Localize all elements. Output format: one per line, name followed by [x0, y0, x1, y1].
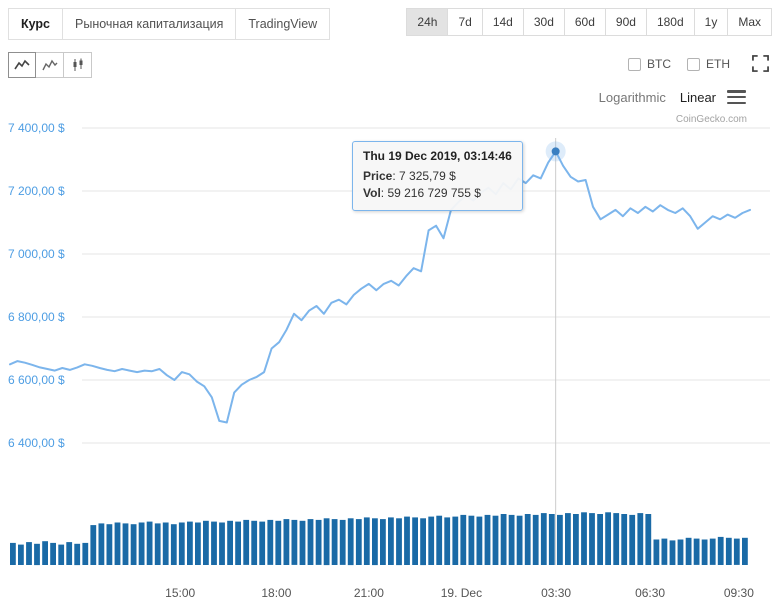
tab-market-cap[interactable]: Рыночная капитализация: [63, 8, 237, 40]
svg-text:03:30: 03:30: [541, 586, 571, 600]
x-axis-labels: 15:00 18:00 21:00 19. Dec 03:30 06:30 09:30: [165, 586, 754, 600]
scale-linear[interactable]: Linear: [679, 90, 716, 105]
chart-type-area-button[interactable]: [36, 52, 64, 78]
eth-checkbox[interactable]: [687, 57, 700, 71]
series-toggles: BTC ETH: [628, 57, 730, 71]
hamburger-icon: [727, 89, 746, 105]
tab-price[interactable]: Курс: [8, 8, 64, 40]
tooltip-vol-row: Vol: 59 216 729 755 $: [363, 186, 481, 200]
price-line[interactable]: [9, 150, 751, 424]
btc-label: BTC: [647, 57, 671, 71]
range-14d[interactable]: 14d: [482, 8, 524, 36]
svg-text:21:00: 21:00: [354, 586, 384, 600]
range-selector: 24h 7d 14d 30d 60d 90d 180d 1y Max: [406, 8, 772, 36]
hover-marker[interactable]: [551, 147, 560, 156]
tooltip-date: Thu 19 Dec 2019, 03:14:46: [363, 149, 512, 163]
svg-text:06:30: 06:30: [635, 586, 665, 600]
chart-type-selector: [8, 52, 92, 78]
volume-bars[interactable]: [10, 512, 748, 566]
fullscreen-icon: [752, 55, 769, 72]
svg-text:15:00: 15:00: [165, 586, 195, 600]
range-30d[interactable]: 30d: [523, 8, 565, 36]
svg-text:7 200,00 $: 7 200,00 $: [8, 184, 65, 198]
svg-text:6 600,00 $: 6 600,00 $: [8, 373, 65, 387]
svg-text:7 000,00 $: 7 000,00 $: [8, 247, 65, 261]
btc-checkbox[interactable]: [628, 57, 641, 71]
range-60d[interactable]: 60d: [564, 8, 606, 36]
range-7d[interactable]: 7d: [448, 8, 483, 36]
range-180d[interactable]: 180d: [646, 8, 695, 36]
range-1y[interactable]: 1y: [694, 8, 729, 36]
line-chart-icon: [14, 59, 30, 70]
price-volume-chart[interactable]: 7 400,00 $ 7 200,00 $ 7 000,00 $ 6 800,00 $…: [0, 110, 778, 608]
watermark: CoinGecko.com: [675, 114, 747, 125]
svg-text:19. Dec: 19. Dec: [441, 586, 482, 600]
scale-logarithmic[interactable]: Logarithmic: [598, 90, 666, 105]
chart-type-candlestick-button[interactable]: [64, 52, 92, 78]
chart-tabs: Курс Рыночная капитализация TradingView: [8, 8, 331, 40]
btc-toggle[interactable]: BTC: [628, 57, 671, 71]
area-chart-icon: [41, 59, 57, 71]
scale-selector: Logarithmic Linear: [599, 90, 716, 105]
tooltip-price-row: Price: 7 325,79 $: [363, 169, 456, 183]
range-90d[interactable]: 90d: [605, 8, 647, 36]
svg-text:18:00: 18:00: [261, 586, 291, 600]
chart-tooltip: Thu 19 Dec 2019, 03:14:46 Price: 7 325,7…: [352, 141, 523, 211]
fullscreen-button[interactable]: [752, 55, 770, 73]
range-24h[interactable]: 24h: [406, 8, 449, 36]
svg-text:7 400,00 $: 7 400,00 $: [8, 121, 65, 135]
chart-type-line-button[interactable]: [8, 52, 36, 78]
svg-text:6 800,00 $: 6 800,00 $: [8, 310, 65, 324]
range-max[interactable]: Max: [728, 8, 772, 36]
eth-toggle[interactable]: ETH: [687, 57, 730, 71]
eth-label: ETH: [706, 57, 730, 71]
tab-tradingview[interactable]: TradingView: [236, 8, 331, 40]
svg-text:09:30: 09:30: [724, 586, 754, 600]
chart-menu-button[interactable]: [727, 89, 746, 105]
candlestick-icon: [73, 58, 82, 71]
y-axis-labels: 7 400,00 $ 7 200,00 $ 7 000,00 $ 6 800,00 $…: [8, 121, 65, 450]
svg-text:6 400,00 $: 6 400,00 $: [8, 436, 65, 450]
